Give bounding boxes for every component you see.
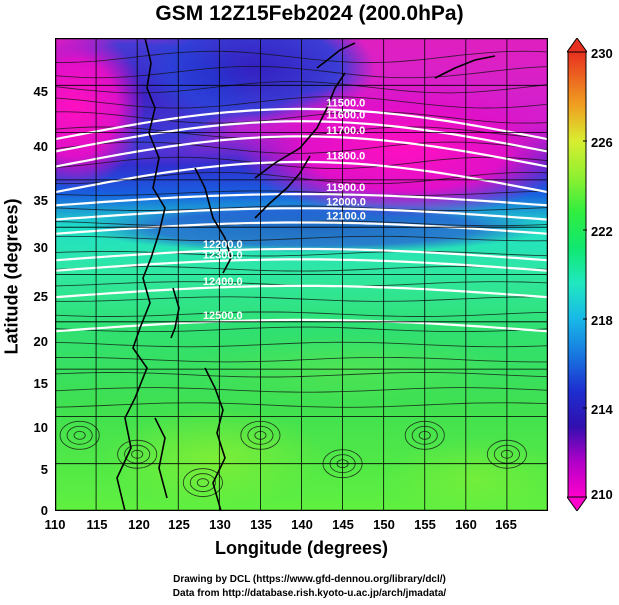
colorbar-tick: 214 bbox=[591, 402, 613, 417]
x-axis-label: Longitude (degrees) bbox=[214, 538, 388, 558]
contour-label: 12500.0 bbox=[203, 310, 243, 322]
contour-label: 11800.0 bbox=[326, 150, 365, 162]
map-border bbox=[55, 38, 548, 511]
colorbar-min-arrow bbox=[567, 496, 587, 511]
eddy-streamline bbox=[196, 478, 209, 488]
eddy-streamline bbox=[66, 425, 93, 445]
lat-tick: 25 bbox=[33, 289, 48, 304]
dcl-credit: Drawing by DCL (https://www.gfd-dennou.o… bbox=[173, 574, 446, 585]
colorbar bbox=[567, 38, 587, 511]
lat-lon-grid bbox=[55, 38, 548, 511]
colorbar-tick: 230 bbox=[591, 46, 613, 61]
y-axis-label: Latitude (degrees) bbox=[1, 198, 22, 355]
lon-tick: 120 bbox=[128, 517, 150, 532]
colorbar-tick: 218 bbox=[591, 313, 613, 328]
eddy-streamline bbox=[182, 468, 223, 498]
contour-label: 12100.0 bbox=[326, 211, 366, 223]
lat-tick: 35 bbox=[33, 193, 48, 208]
contour-label: 11500.0 bbox=[326, 97, 365, 109]
data-source-credit: Data from http://database.rish.kyoto-u.a… bbox=[172, 588, 447, 599]
colorbar-tick: 210 bbox=[591, 487, 613, 502]
map-plot-area: 11500.0 11600.0 11700.0 11800.0 11900.0 12000… bbox=[55, 38, 548, 511]
lat-tick: 40 bbox=[33, 139, 48, 154]
lon-tick: 130 bbox=[209, 517, 231, 532]
colorbar-tick: 226 bbox=[591, 135, 613, 150]
lon-tick: 150 bbox=[373, 517, 395, 532]
contour-label: 12300.0 bbox=[203, 250, 243, 262]
lat-tick: 45 bbox=[33, 84, 48, 99]
eddy-streamline bbox=[59, 420, 100, 450]
contour-label: 11700.0 bbox=[326, 125, 365, 137]
lon-tick: 115 bbox=[86, 517, 108, 532]
lon-tick: 165 bbox=[495, 517, 517, 532]
colorbar-tick: 222 bbox=[591, 224, 613, 239]
map-title: GSM 12Z15Feb2024 (200.0hPa) bbox=[155, 2, 464, 25]
contour-label: 11600.0 bbox=[326, 110, 365, 122]
eddy-streamline bbox=[73, 430, 86, 440]
lat-tick: 5 bbox=[40, 462, 48, 477]
lon-tick: 125 bbox=[168, 517, 190, 532]
lon-tick: 160 bbox=[455, 517, 477, 532]
lon-tick: 155 bbox=[414, 517, 436, 532]
colorbar-max-arrow bbox=[567, 38, 587, 53]
lat-tick: 15 bbox=[33, 376, 48, 391]
eddy-streamline bbox=[189, 473, 216, 493]
contour-label: 12400.0 bbox=[203, 276, 243, 288]
lon-tick: 135 bbox=[250, 517, 272, 532]
lat-tick: 20 bbox=[33, 334, 48, 349]
lon-tick: 110 bbox=[44, 517, 66, 532]
lat-tick: 10 bbox=[33, 420, 48, 435]
contour-label: 11900.0 bbox=[326, 182, 365, 194]
lon-tick: 145 bbox=[332, 517, 354, 532]
lat-tick: 0 bbox=[40, 503, 48, 518]
contour-label: 12200.0 bbox=[203, 239, 243, 251]
lat-tick: 30 bbox=[33, 240, 48, 255]
lon-tick: 140 bbox=[291, 517, 313, 532]
contour-label: 12000.0 bbox=[326, 196, 366, 208]
colorbar-gradient bbox=[567, 51, 587, 498]
